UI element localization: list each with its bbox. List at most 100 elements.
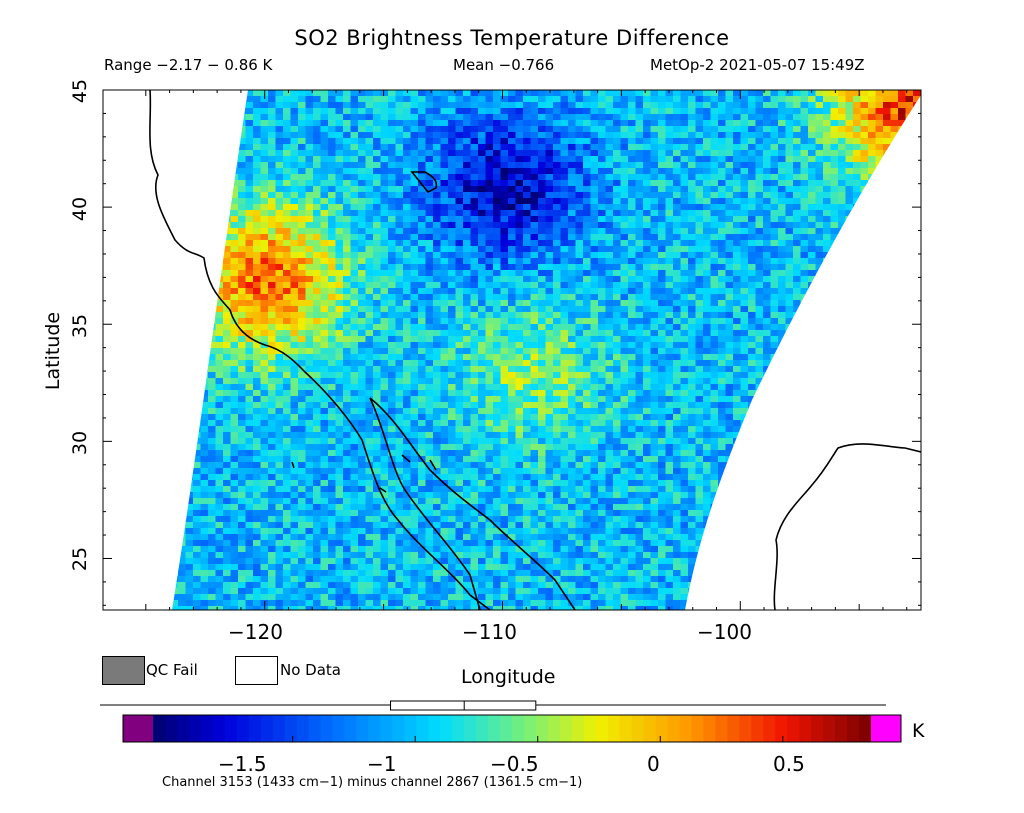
- heatmap-cell: [583, 312, 591, 319]
- heatmap-cell: [560, 342, 569, 349]
- heatmap-cell: [665, 264, 674, 271]
- heatmap-cell: [845, 222, 854, 229]
- heatmap-cell: [433, 342, 441, 349]
- heatmap-cell: [328, 294, 336, 301]
- heatmap-cell: [568, 240, 576, 247]
- heatmap-cell: [890, 318, 899, 325]
- heatmap-cell: [193, 246, 201, 253]
- heatmap-cell: [350, 342, 359, 349]
- heatmap-cell: [208, 294, 216, 301]
- heatmap-cell: [538, 114, 546, 121]
- heatmap-cell: [418, 120, 426, 127]
- heatmap-cell: [628, 252, 636, 259]
- heatmap-cell: [268, 282, 276, 289]
- heatmap-cell: [245, 330, 254, 337]
- heatmap-cell: [373, 210, 381, 217]
- heatmap-cell: [650, 276, 659, 283]
- heatmap-cell: [913, 234, 921, 241]
- heatmap-cell: [635, 354, 644, 361]
- heatmap-cell: [845, 132, 854, 139]
- heatmap-cell: [223, 300, 231, 307]
- heatmap-cell: [620, 126, 629, 133]
- heatmap-cell: [620, 198, 629, 205]
- heatmap-cell: [230, 198, 239, 205]
- heatmap-cell: [905, 90, 914, 97]
- heatmap-cell: [718, 264, 726, 271]
- heatmap-cell: [680, 216, 689, 223]
- heatmap-cell: [485, 180, 494, 187]
- heatmap-cell: [463, 132, 471, 139]
- heatmap-cell: [283, 246, 291, 253]
- heatmap-cell: [433, 120, 441, 127]
- heatmap-cell: [605, 354, 614, 361]
- heatmap-cell: [868, 252, 876, 259]
- heatmap-cell: [568, 276, 576, 283]
- heatmap-cell: [425, 144, 434, 151]
- heatmap-cell: [178, 114, 186, 121]
- heatmap-cell: [493, 186, 501, 193]
- heatmap-cell: [605, 246, 614, 253]
- heatmap-cell: [380, 282, 389, 289]
- heatmap-cell: [905, 150, 914, 157]
- heatmap-cell: [118, 324, 126, 330]
- heatmap-cell: [508, 252, 516, 259]
- heatmap-cell: [493, 342, 501, 349]
- heatmap-cell: [823, 162, 831, 169]
- heatmap-cell: [403, 198, 411, 205]
- heatmap-cell: [350, 210, 359, 217]
- heatmap-cell: [215, 270, 224, 277]
- heatmap-cell: [748, 258, 756, 265]
- heatmap-cell: [898, 204, 906, 211]
- heatmap-cell: [613, 348, 621, 355]
- heatmap-cell: [156, 108, 164, 114]
- heatmap-cell: [133, 330, 141, 336]
- heatmap-cell: [290, 270, 299, 277]
- heatmap-cell: [673, 264, 681, 271]
- heatmap-cell: [485, 288, 494, 295]
- heatmap-cell: [380, 306, 389, 313]
- heatmap-cell: [733, 312, 741, 319]
- heatmap-cell: [448, 318, 456, 325]
- heatmap-cell: [230, 270, 239, 277]
- heatmap-cell: [883, 96, 891, 103]
- heatmap-cell: [141, 306, 149, 312]
- heatmap-cell: [733, 132, 741, 139]
- heatmap-cell: [793, 318, 801, 325]
- heatmap-cell: [313, 300, 321, 307]
- heatmap-cell: [778, 210, 786, 217]
- heatmap-cell: [283, 252, 291, 259]
- heatmap-cell: [440, 210, 449, 217]
- heatmap-cell: [395, 270, 404, 277]
- heatmap-cell: [103, 156, 111, 162]
- heatmap-cell: [883, 228, 891, 235]
- heatmap-cell: [223, 312, 231, 319]
- heatmap-cell: [425, 114, 434, 121]
- heatmap-cell: [590, 114, 599, 121]
- heatmap-cell: [298, 330, 306, 337]
- heatmap-cell: [538, 156, 546, 163]
- heatmap-cell: [875, 198, 884, 205]
- heatmap-cell: [748, 270, 756, 277]
- heatmap-cell: [388, 204, 396, 211]
- heatmap-cell: [350, 270, 359, 277]
- heatmap-cell: [613, 234, 621, 241]
- heatmap-cell: [643, 330, 651, 337]
- heatmap-cell: [838, 192, 846, 199]
- heatmap-cell: [163, 270, 171, 276]
- heatmap-cell: [575, 120, 584, 127]
- heatmap-cell: [890, 282, 899, 289]
- heatmap-cell: [410, 114, 419, 121]
- heatmap-cell: [403, 276, 411, 283]
- heatmap-cell: [748, 240, 756, 247]
- heatmap-cell: [373, 276, 381, 283]
- heatmap-cell: [193, 288, 201, 295]
- heatmap-cell: [103, 270, 111, 276]
- heatmap-cell: [763, 144, 771, 151]
- heatmap-cell: [710, 276, 719, 283]
- heatmap-cell: [815, 168, 824, 175]
- heatmap-cell: [238, 264, 246, 271]
- heatmap-cell: [328, 162, 336, 169]
- heatmap-cell: [763, 138, 771, 145]
- heatmap-cell: [380, 264, 389, 271]
- heatmap-cell: [920, 96, 921, 103]
